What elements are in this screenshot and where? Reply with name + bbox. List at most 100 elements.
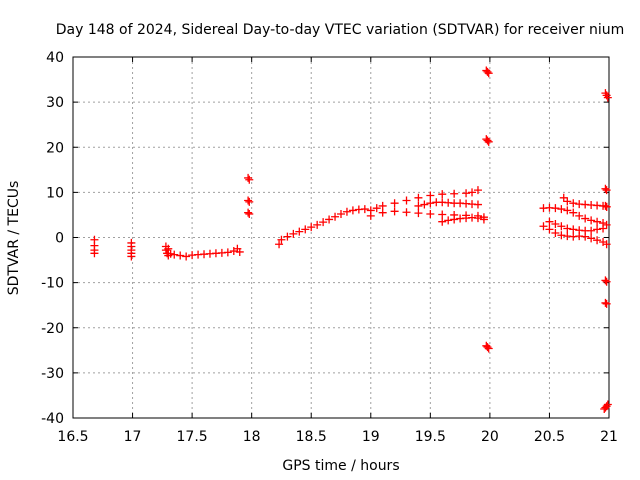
data-point bbox=[366, 211, 375, 220]
data-point bbox=[602, 240, 611, 249]
data-point bbox=[348, 206, 357, 215]
data-point bbox=[539, 222, 548, 231]
x-tick-label: 20 bbox=[481, 429, 499, 445]
data-point bbox=[244, 208, 253, 217]
data-point bbox=[569, 208, 578, 217]
data-point bbox=[283, 232, 292, 241]
data-point bbox=[483, 67, 492, 76]
data-point bbox=[342, 207, 351, 216]
data-point bbox=[438, 210, 447, 219]
data-point bbox=[245, 197, 254, 206]
data-point bbox=[170, 250, 179, 259]
data-point bbox=[372, 204, 381, 213]
data-point bbox=[289, 229, 298, 238]
data-point bbox=[378, 208, 387, 217]
data-point bbox=[587, 226, 596, 235]
data-point bbox=[277, 235, 286, 244]
x-tick-labels: 16.5 17 17.5 18 18.5 19 19.5 20 20.5 21 bbox=[57, 429, 618, 445]
data-point bbox=[337, 210, 345, 219]
x-tick-label: 20.5 bbox=[534, 429, 565, 445]
y-tick-label: 0 bbox=[55, 231, 64, 247]
x-tick-label: 16.5 bbox=[57, 429, 88, 445]
data-point bbox=[426, 191, 435, 200]
data-point bbox=[438, 217, 447, 226]
y-tick-label: 40 bbox=[46, 50, 64, 66]
x-tick-label: 21 bbox=[600, 429, 618, 445]
data-point bbox=[563, 197, 572, 206]
data-point bbox=[473, 214, 482, 223]
data-point bbox=[275, 240, 284, 249]
data-point bbox=[593, 236, 602, 245]
data-point bbox=[563, 206, 572, 215]
data-point bbox=[587, 216, 596, 225]
data-point bbox=[319, 218, 328, 227]
series-arc-j bbox=[482, 66, 493, 353]
data-point bbox=[484, 344, 493, 353]
series-arc-n bbox=[545, 217, 608, 235]
data-point bbox=[601, 276, 610, 285]
data-point bbox=[414, 193, 423, 202]
data-point bbox=[551, 204, 560, 213]
data-point bbox=[402, 208, 411, 217]
data-point bbox=[563, 224, 572, 233]
data-points bbox=[90, 66, 612, 413]
data-point bbox=[426, 210, 435, 219]
data-point bbox=[223, 248, 232, 257]
x-tick-label: 19.5 bbox=[415, 429, 446, 445]
series-arc-p bbox=[600, 402, 611, 413]
data-point bbox=[295, 227, 304, 236]
data-point bbox=[90, 249, 99, 258]
data-point bbox=[164, 244, 173, 253]
data-point bbox=[545, 217, 554, 226]
series-arc-m bbox=[539, 222, 611, 249]
data-point bbox=[176, 251, 185, 260]
data-point bbox=[166, 249, 175, 258]
y-tick-label: 10 bbox=[46, 185, 64, 201]
data-point bbox=[301, 225, 310, 234]
data-point bbox=[462, 189, 471, 198]
data-point bbox=[603, 93, 612, 102]
chart-title: Day 148 of 2024, Sidereal Day-to-day VTE… bbox=[56, 22, 625, 38]
data-point bbox=[325, 215, 334, 224]
data-point bbox=[420, 200, 429, 209]
data-point bbox=[601, 298, 610, 307]
data-point bbox=[602, 202, 611, 211]
data-point bbox=[378, 201, 387, 210]
y-tick-label: 30 bbox=[46, 95, 64, 111]
data-point bbox=[557, 231, 566, 240]
data-point bbox=[390, 207, 399, 216]
data-point bbox=[245, 210, 254, 219]
data-point bbox=[235, 247, 244, 256]
data-point bbox=[244, 173, 253, 182]
data-point bbox=[602, 277, 611, 286]
y-tick-label: -20 bbox=[41, 321, 64, 337]
y-tick-label: -30 bbox=[41, 366, 64, 382]
data-point bbox=[484, 137, 493, 146]
data-point bbox=[426, 199, 435, 208]
data-point bbox=[402, 196, 411, 205]
data-point bbox=[601, 184, 610, 193]
data-point bbox=[602, 299, 611, 308]
data-point bbox=[602, 186, 611, 195]
data-point bbox=[593, 217, 602, 226]
x-tick-label: 19 bbox=[362, 429, 380, 445]
data-point bbox=[575, 211, 584, 220]
series-arc-o bbox=[601, 89, 612, 409]
x-tick-label: 18.5 bbox=[296, 429, 327, 445]
y-tick-label: 20 bbox=[46, 140, 64, 156]
data-point bbox=[559, 193, 568, 202]
data-point bbox=[483, 136, 492, 145]
data-point bbox=[581, 214, 590, 223]
data-point bbox=[484, 69, 493, 78]
data-point bbox=[557, 205, 566, 214]
x-tick-label: 17.5 bbox=[177, 429, 208, 445]
data-point bbox=[483, 343, 492, 352]
series-arc-g bbox=[366, 207, 488, 222]
data-point bbox=[127, 252, 136, 261]
data-point bbox=[414, 209, 423, 218]
data-point bbox=[545, 225, 554, 234]
y-tick-label: -10 bbox=[41, 276, 64, 292]
x-tick-label: 18 bbox=[243, 429, 261, 445]
data-point bbox=[182, 252, 191, 261]
